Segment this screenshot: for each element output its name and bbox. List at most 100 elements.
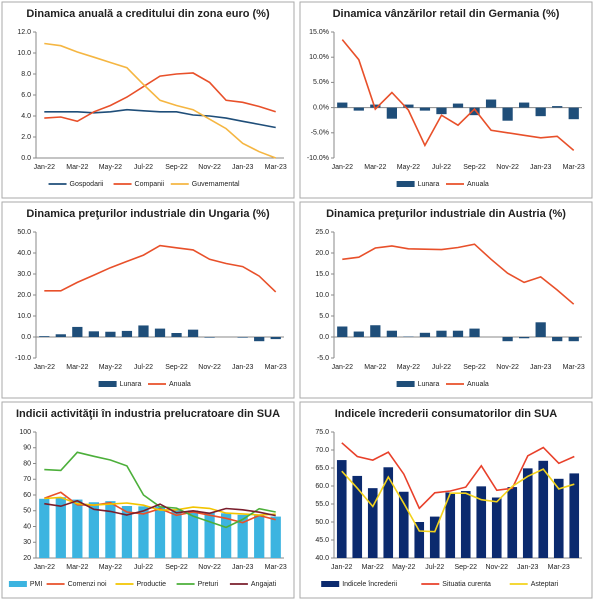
- y-tick-label: 65.0: [315, 465, 329, 472]
- line-series: [341, 442, 575, 510]
- y-tick-label: 8.0: [21, 71, 31, 78]
- y-tick-label: 0.0: [319, 334, 329, 341]
- bar: [121, 330, 133, 337]
- x-tick-label: Sep-22: [454, 564, 477, 571]
- x-tick-label: Jan-23: [530, 364, 552, 371]
- bar: [436, 330, 447, 337]
- x-tick-label: Nov-22: [198, 164, 221, 171]
- line-series: [342, 243, 575, 305]
- bar: [538, 460, 549, 558]
- bar: [436, 107, 447, 115]
- x-tick-label: Nov-22: [485, 564, 508, 571]
- x-tick-label: Jul-22: [134, 564, 153, 571]
- x-tick-label: Jan-23: [232, 164, 254, 171]
- bar: [55, 334, 66, 337]
- legend-label: Asteptari: [531, 581, 559, 588]
- x-tick-label: Mar-22: [364, 164, 386, 171]
- legend-swatch: [396, 381, 415, 387]
- y-tick-label: 10.0: [17, 50, 31, 57]
- x-tick-label: Nov-22: [496, 364, 519, 371]
- legend-label: Lunara: [120, 381, 142, 388]
- x-tick-label: Mar-23: [265, 564, 287, 571]
- bar: [237, 337, 248, 338]
- x-tick-label: Mar-23: [265, 364, 287, 371]
- x-tick-label: Jan-22: [332, 364, 354, 371]
- y-tick-label: 60: [23, 492, 31, 499]
- panel: [299, 201, 593, 399]
- legend-label: Indicele încrederii: [342, 581, 397, 588]
- legend-label: Lunara: [418, 381, 440, 388]
- bar: [353, 331, 364, 337]
- legend-label: Anuala: [169, 381, 191, 388]
- bar: [386, 107, 397, 119]
- legend-label: Lunara: [418, 181, 440, 188]
- bar: [502, 337, 513, 342]
- line-series: [44, 108, 276, 129]
- x-tick-label: Mar-22: [66, 164, 88, 171]
- bar: [370, 325, 381, 337]
- bar: [370, 104, 381, 108]
- y-tick-label: 5.0: [319, 313, 329, 320]
- x-tick-label: Nov-22: [198, 364, 221, 371]
- legend-label: Guvernamental: [192, 181, 240, 188]
- x-tick-label: Sep-22: [165, 364, 188, 371]
- bar: [502, 107, 513, 121]
- y-tick-label: 30.0: [17, 271, 31, 278]
- bar: [39, 336, 50, 337]
- bar: [270, 516, 281, 558]
- legend-label: Gospodarii: [70, 181, 104, 188]
- panel: [1, 201, 295, 399]
- bar: [187, 510, 199, 558]
- y-tick-label: -10.0%: [307, 155, 329, 162]
- line-series: [44, 499, 276, 517]
- bar: [553, 478, 564, 558]
- bar: [491, 497, 502, 558]
- bar: [154, 506, 166, 558]
- x-tick-label: May-22: [99, 364, 122, 371]
- bar: [88, 502, 99, 558]
- legend-label: Comenzi noi: [68, 581, 107, 588]
- bar: [204, 337, 215, 338]
- x-tick-label: Jul-22: [432, 364, 451, 371]
- y-tick-label: 100: [19, 429, 31, 436]
- chart-title: Dinamica preţurilor industriale din Unga…: [26, 208, 270, 220]
- chart-title: Indicii activităţii în industria prelucr…: [16, 408, 280, 420]
- legend-label: Situatia curenta: [442, 581, 491, 588]
- bar: [419, 332, 431, 337]
- bar: [254, 514, 265, 558]
- bar: [507, 487, 518, 558]
- x-tick-label: Jul-22: [432, 164, 451, 171]
- legend-label: Preturi: [198, 581, 219, 588]
- y-tick-label: 90: [23, 445, 31, 452]
- y-tick-label: 5.0%: [313, 79, 329, 86]
- bar: [171, 509, 182, 558]
- x-tick-label: Mar-22: [362, 564, 384, 571]
- x-tick-label: Jan-22: [331, 564, 353, 571]
- bar: [485, 99, 497, 108]
- bar: [138, 325, 149, 337]
- y-tick-label: 70.0: [315, 447, 329, 454]
- y-tick-label: -5.0%: [311, 130, 329, 137]
- bar: [237, 514, 248, 558]
- bar: [336, 460, 347, 558]
- y-tick-label: 6.0: [21, 92, 31, 99]
- x-tick-label: Nov-22: [198, 564, 221, 571]
- y-tick-label: 50.0: [17, 229, 31, 236]
- y-tick-label: 40.0: [17, 250, 31, 257]
- panel: [1, 1, 295, 199]
- bar: [138, 506, 149, 558]
- y-tick-label: 10.0: [17, 313, 31, 320]
- bar: [72, 326, 83, 337]
- x-tick-label: Sep-22: [463, 364, 486, 371]
- bar: [55, 497, 66, 558]
- y-tick-label: 25.0: [315, 229, 329, 236]
- y-tick-label: 70: [23, 476, 31, 483]
- y-tick-label: 12.0: [17, 29, 31, 36]
- x-tick-label: May-22: [397, 364, 420, 371]
- bar: [105, 331, 116, 337]
- panel: [299, 1, 593, 199]
- bar: [204, 512, 215, 558]
- bar: [403, 104, 414, 108]
